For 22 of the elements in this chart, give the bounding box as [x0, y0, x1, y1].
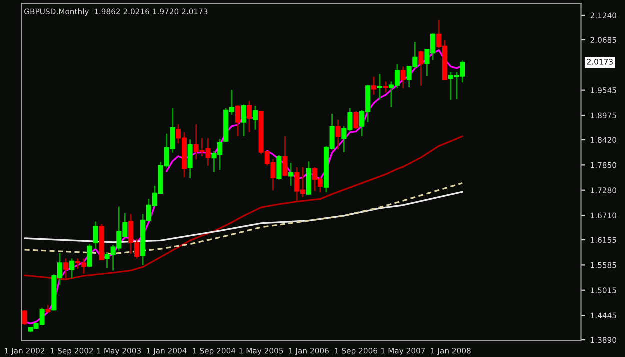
candlestick: [276, 154, 282, 180]
candlestick: [252, 105, 258, 131]
candlestick: [371, 76, 376, 96]
candlestick: [70, 258, 75, 280]
candlestick: [400, 66, 406, 90]
candlestick: [282, 136, 288, 177]
candlestick: [288, 162, 294, 187]
candlestick: [93, 221, 98, 250]
line-series: [24, 136, 464, 280]
candlestick: [246, 100, 252, 134]
candlestick: [336, 119, 341, 150]
candlestick: [235, 104, 240, 138]
candlestick: [383, 81, 388, 94]
line-series: [24, 191, 464, 244]
candlestick: [377, 74, 382, 101]
candlestick: [22, 310, 28, 326]
candlestick: [188, 138, 193, 180]
candlestick: [354, 110, 359, 130]
candlestick: [87, 244, 92, 268]
line-series: [24, 182, 464, 255]
candlestick: [241, 104, 246, 138]
candlestick: [418, 50, 424, 87]
